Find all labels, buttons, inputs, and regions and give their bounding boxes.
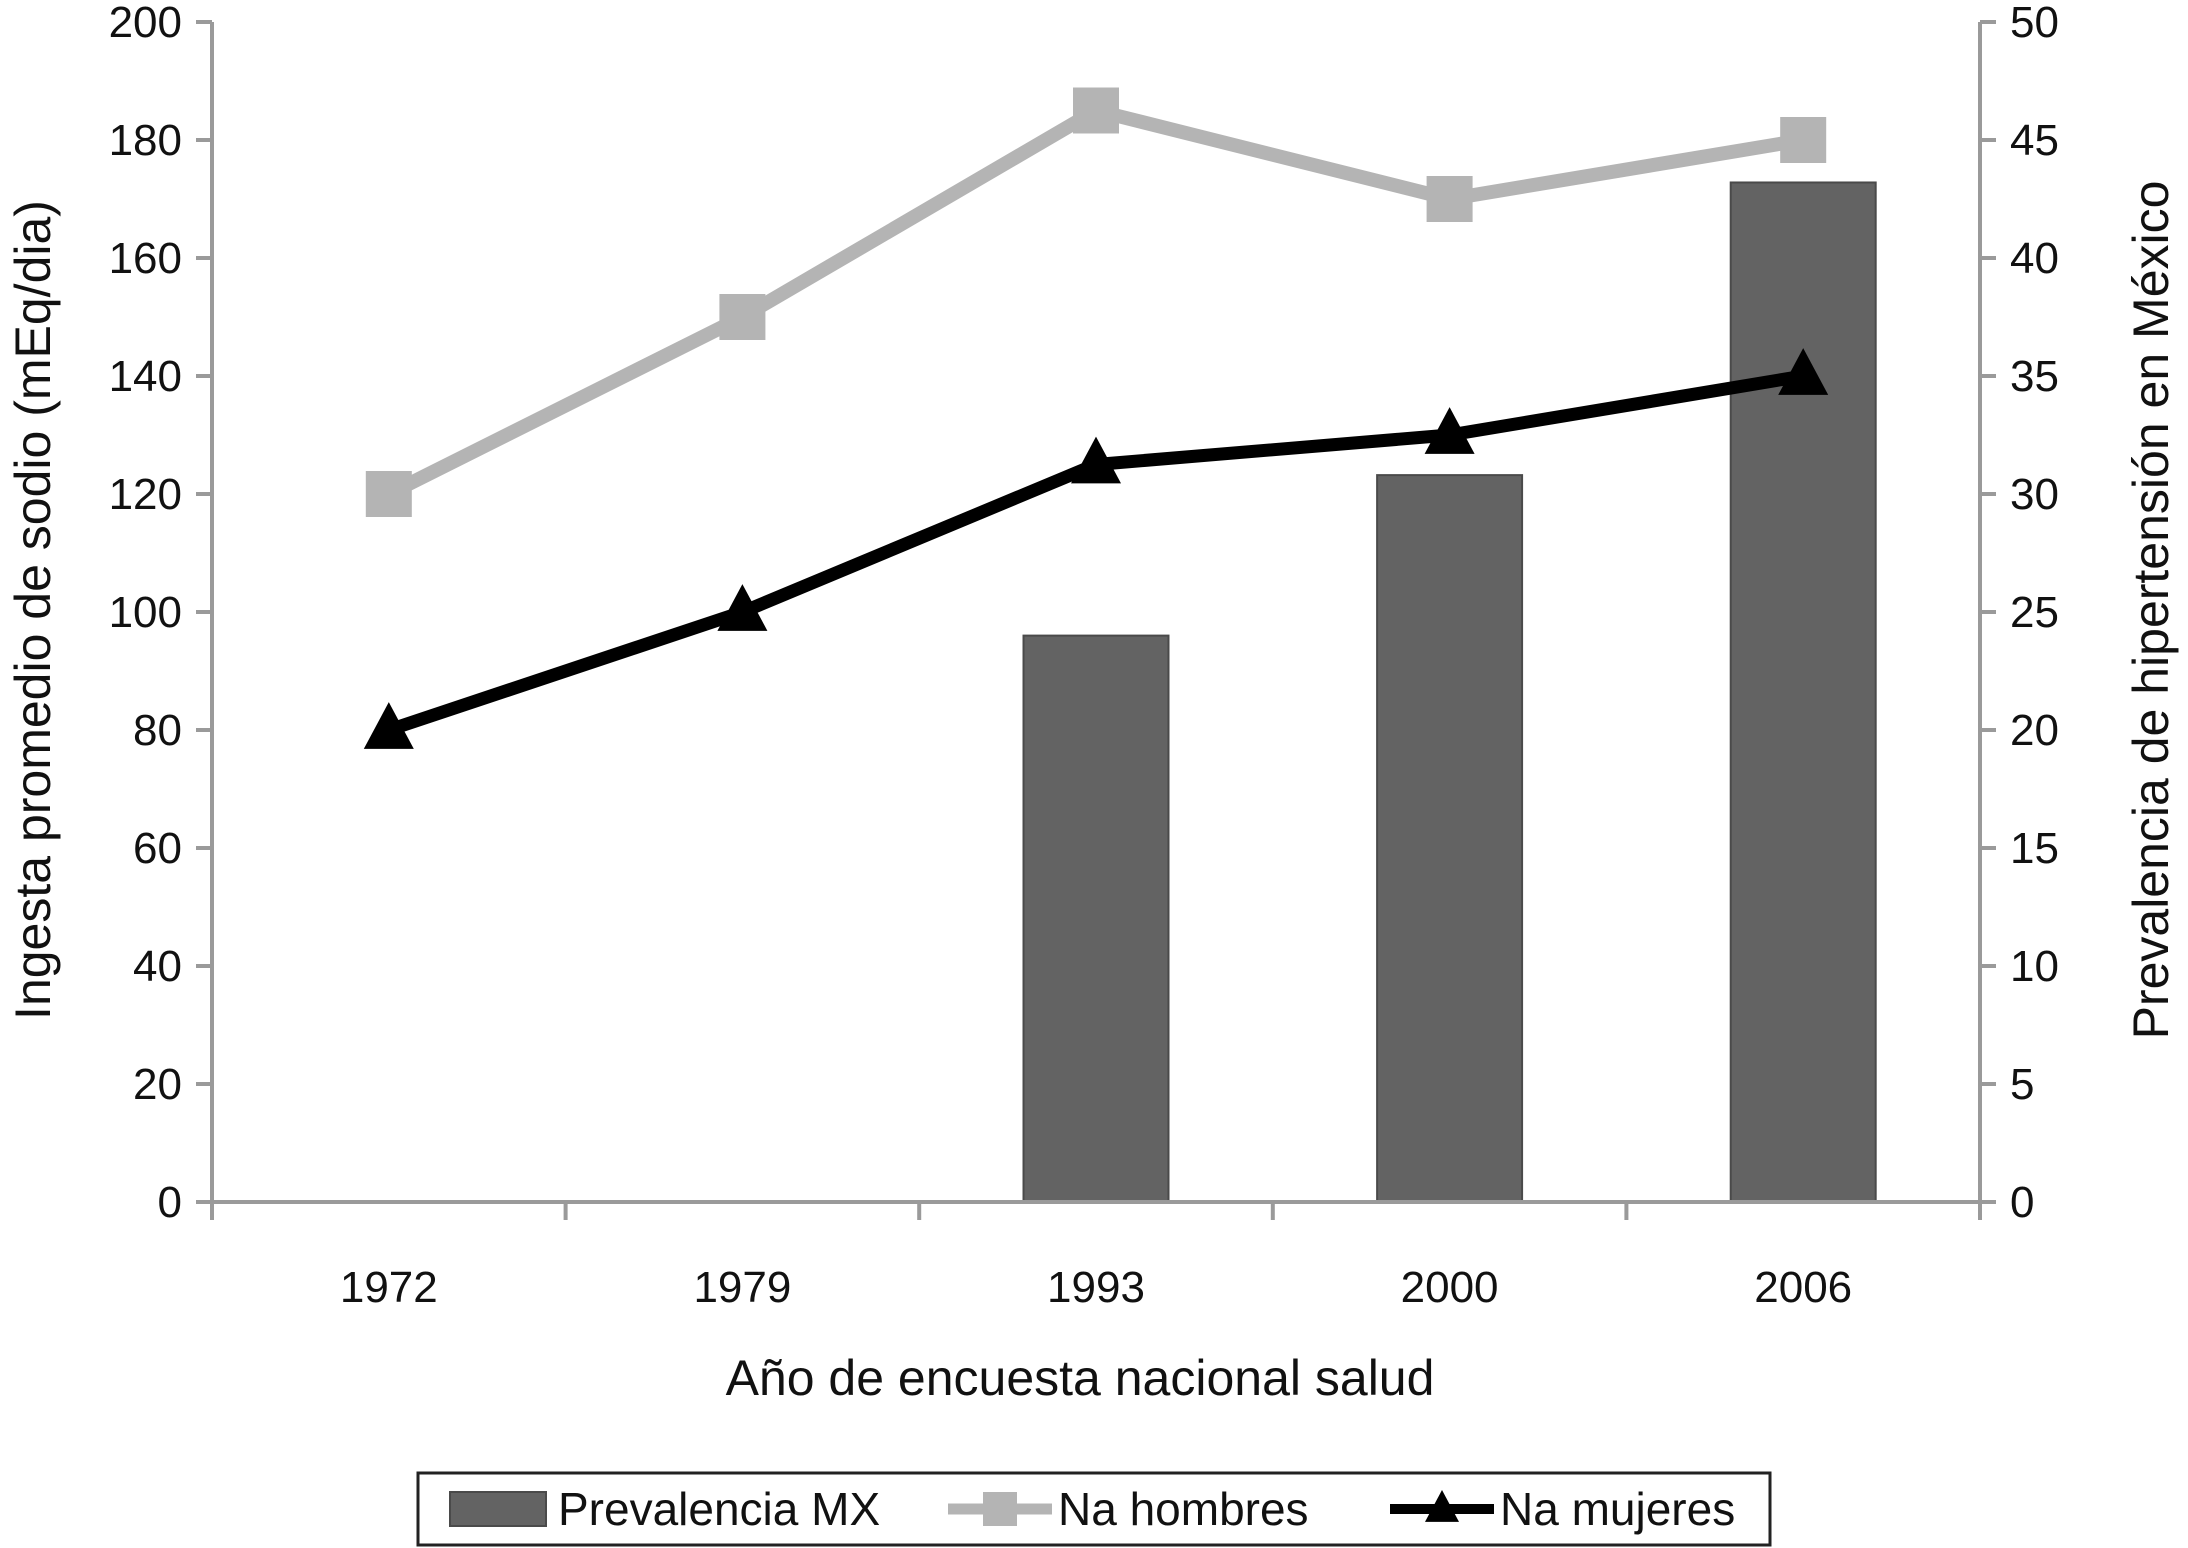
point-na-hombres-2006: [1780, 117, 1827, 163]
legend-box: [416, 1471, 1772, 1547]
y2-tick-label: 15: [2010, 824, 2059, 873]
point-na-mujeres-1993: [1071, 436, 1121, 484]
legend-label-prevalencia-mx: Prevalencia MX: [558, 1483, 880, 1535]
legend-marker-na-hombres: [983, 1492, 1017, 1526]
y2-tick-label: 40: [2010, 234, 2059, 283]
y-tick-label: 160: [109, 234, 182, 283]
bar-1993: [1022, 634, 1170, 1203]
y-tick-label: 140: [109, 352, 182, 401]
y2-tick-label: 45: [2010, 116, 2059, 165]
y-tick-label: 120: [109, 470, 182, 519]
y2-tick-label: 20: [2010, 706, 2059, 755]
point-na-hombres-1979: [719, 294, 766, 340]
bar-2000: [1376, 474, 1524, 1203]
legend: Prevalencia MX Na hombres Na mujeres: [416, 1471, 1772, 1547]
y-tick-label: 40: [133, 942, 182, 991]
point-na-hombres-1972: [365, 471, 412, 517]
y2-tick-label: 50: [2010, 0, 2059, 47]
bar-2006: [1729, 181, 1877, 1204]
y2-tick-label: 30: [2010, 470, 2059, 519]
x-tick-label: 1972: [340, 1263, 438, 1312]
y2-axis-title: Prevalencia de hipertensión en México: [2123, 181, 2179, 1040]
y-tick-label: 200: [109, 0, 182, 47]
plot-area: [363, 87, 1877, 1204]
point-na-mujeres-2006: [1778, 348, 1829, 395]
y-tick-label: 180: [109, 116, 182, 165]
point-na-hombres-1993: [1073, 87, 1119, 134]
axes: 0204060801001201401601802000510152025303…: [109, 0, 2059, 1312]
legend-swatch-prevalencia-mx: [449, 1491, 547, 1527]
y-tick-label: 80: [133, 706, 182, 755]
legend-label-na-hombres: Na hombres: [1058, 1483, 1309, 1535]
y-tick-label: 100: [109, 588, 182, 637]
legend-label-na-mujeres: Na mujeres: [1500, 1483, 1735, 1535]
y2-tick-label: 5: [2010, 1060, 2034, 1109]
y2-tick-label: 35: [2010, 352, 2059, 401]
y2-tick-label: 25: [2010, 588, 2059, 637]
point-na-mujeres-1972: [363, 702, 414, 749]
y-tick-label: 0: [158, 1178, 182, 1227]
series-line-na-hombres: [385, 103, 1805, 501]
y2-tick-label: 10: [2010, 942, 2059, 991]
y-tick-label: 20: [133, 1060, 182, 1109]
point-na-hombres-2000: [1426, 176, 1473, 222]
x-tick-label: 1979: [693, 1263, 791, 1312]
legend-marker-na-mujeres: [1425, 1490, 1459, 1522]
y-tick-label: 60: [133, 824, 182, 873]
y-axis-title: Ingesta promedio de sodio (mEq/dia): [5, 200, 61, 1020]
x-tick-label: 2006: [1754, 1263, 1852, 1312]
x-tick-label: 2000: [1401, 1263, 1499, 1312]
point-na-mujeres-2000: [1424, 407, 1475, 454]
x-tick-label: 1993: [1047, 1263, 1145, 1312]
y2-tick-label: 0: [2010, 1178, 2034, 1227]
x-axis-title: Año de encuesta nacional salud: [726, 1350, 1435, 1406]
point-na-mujeres-1979: [717, 584, 768, 631]
